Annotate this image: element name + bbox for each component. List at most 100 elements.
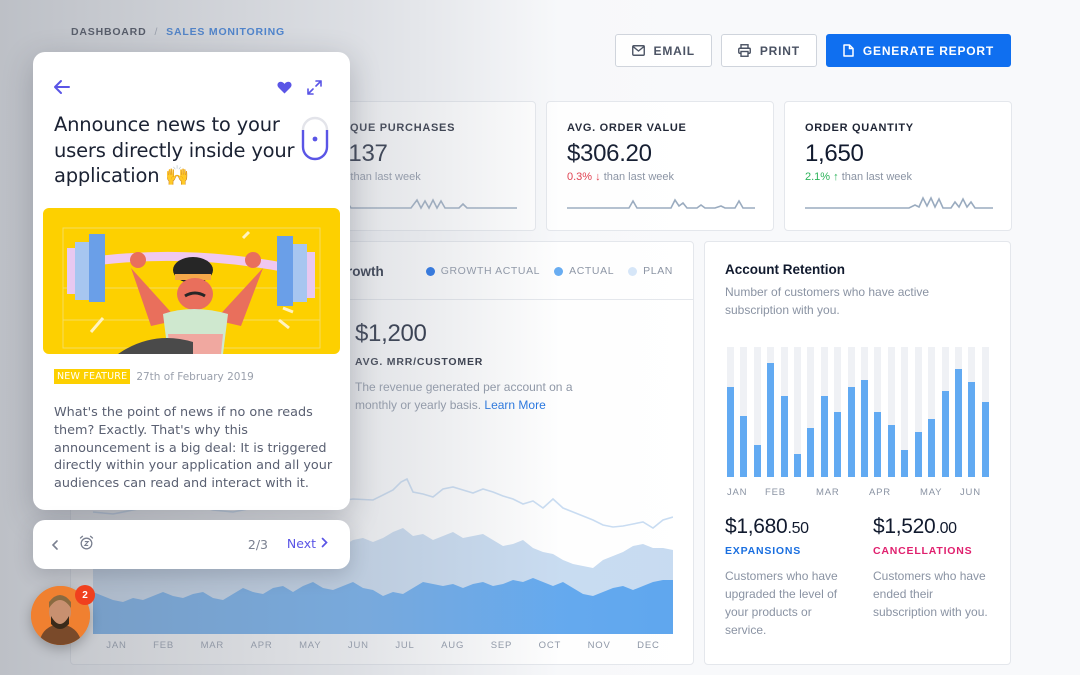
- stat-change-percent: 2.1%: [805, 171, 831, 183]
- retention-bar[interactable]: [807, 347, 815, 477]
- next-button-label: Next: [286, 536, 316, 551]
- axis-label: MAY: [299, 640, 322, 651]
- legend-dot-icon: [554, 266, 564, 276]
- next-button[interactable]: Next: [287, 536, 328, 551]
- document-icon: [843, 44, 854, 57]
- stat-change: % ↓ than last week: [329, 171, 515, 183]
- axis-label: SEP: [490, 640, 513, 651]
- stat-change-suffix: than last week: [350, 171, 421, 183]
- growth-card-title: rowth: [347, 264, 384, 279]
- email-button[interactable]: EMAIL: [614, 34, 712, 67]
- retention-stats: $1,680.50 EXPANSIONS Customers who have …: [725, 515, 1021, 639]
- sparkline-chart: [805, 196, 993, 209]
- retention-bar[interactable]: [820, 347, 828, 477]
- retention-bar[interactable]: [780, 347, 788, 477]
- retention-bar[interactable]: [901, 347, 909, 477]
- retention-bar-chart: [727, 347, 989, 477]
- news-title: Announce news to your users directly ins…: [54, 113, 295, 187]
- generate-report-label: GENERATE REPORT: [862, 43, 994, 58]
- stat-card-avg-order-value: AVG. ORDER VALUE $306.20 0.3% ↓ than las…: [546, 101, 774, 231]
- weightlifter-illustration: [43, 208, 340, 354]
- retention-bar-fill: [874, 412, 882, 477]
- retention-bar-fill: [847, 387, 855, 477]
- axis-label: APR: [869, 487, 891, 498]
- axis-label: APR: [250, 640, 273, 651]
- mrr-value: $1,200: [355, 320, 427, 347]
- breadcrumb-dashboard-link[interactable]: DASHBOARD: [71, 26, 147, 38]
- retention-bar[interactable]: [887, 347, 895, 477]
- generate-report-button[interactable]: GENERATE REPORT: [825, 34, 1011, 67]
- retention-bar-fill: [794, 453, 802, 477]
- retention-bar[interactable]: [834, 347, 842, 477]
- retention-bar-fill: [981, 401, 989, 477]
- retention-bar-fill: [740, 415, 748, 477]
- legend-label: GROWTH ACTUAL: [440, 265, 541, 277]
- news-panel-header: [33, 52, 350, 107]
- expansions-stat: $1,680.50 EXPANSIONS Customers who have …: [725, 515, 873, 639]
- retention-bar[interactable]: [727, 347, 734, 477]
- stat-value: $306.20: [567, 140, 652, 167]
- retention-bar[interactable]: [847, 347, 855, 477]
- legend-dot-icon: [425, 266, 435, 276]
- retention-bar[interactable]: [740, 347, 748, 477]
- retention-bar[interactable]: [941, 347, 949, 477]
- retention-bar[interactable]: [928, 347, 936, 477]
- retention-description: Number of customers who have active subs…: [725, 285, 930, 317]
- axis-label: NOV: [587, 640, 611, 651]
- chart-legend: GROWTH ACTUAL ACTUAL PLAN: [425, 265, 673, 277]
- snooze-alarm-icon[interactable]: [79, 535, 94, 554]
- chevron-left-icon[interactable]: [51, 536, 59, 555]
- cancellations-stat: $1,520.00 CANCELLATIONS Customers who ha…: [873, 515, 1021, 639]
- toolbar: EMAIL PRINT GENERATE REPORT: [614, 34, 1011, 67]
- breadcrumb: DASHBOARD / SALES MONITORING: [71, 26, 285, 38]
- axis-label: JUN: [347, 640, 369, 651]
- retention-bar[interactable]: [954, 347, 962, 477]
- legend-item-plan[interactable]: PLAN: [628, 265, 673, 277]
- heart-icon[interactable]: [277, 81, 292, 94]
- breadcrumb-current[interactable]: SALES MONITORING: [166, 26, 285, 38]
- stat-change-suffix: than last week: [841, 171, 913, 183]
- back-arrow-icon[interactable]: [53, 79, 71, 95]
- expansions-label: EXPANSIONS: [725, 545, 802, 557]
- chevron-right-icon: [321, 536, 328, 551]
- print-button-label: PRINT: [759, 43, 800, 58]
- legend-label: ACTUAL: [569, 265, 615, 277]
- cancellations-description: Customers who have ended their subscript…: [873, 569, 988, 619]
- axis-label: JUL: [395, 640, 415, 651]
- retention-bar[interactable]: [914, 347, 922, 477]
- retention-title: Account Retention: [725, 262, 845, 277]
- sparkline-chart: [567, 198, 755, 209]
- retention-bar[interactable]: [874, 347, 882, 477]
- arrow-up-icon: ↑: [833, 171, 839, 183]
- retention-bar[interactable]: [981, 347, 989, 477]
- retention-bar[interactable]: [968, 347, 976, 477]
- stat-value: 1,650: [805, 140, 864, 167]
- axis-label: JAN: [106, 640, 127, 651]
- expand-icon[interactable]: [307, 80, 322, 95]
- retention-bar-fill: [767, 362, 775, 477]
- expansions-description: Customers who have upgraded the level of…: [725, 569, 838, 637]
- retention-month-axis: JAN FEB MAR APR MAY JUN: [727, 487, 989, 499]
- stat-value: 3,137: [329, 140, 388, 167]
- retention-bar[interactable]: [767, 347, 775, 477]
- stat-label: UNIQUE PURCHASES: [329, 122, 456, 134]
- learn-more-link[interactable]: Learn More: [484, 398, 546, 412]
- mail-icon: [631, 45, 645, 56]
- retention-bar-fill: [834, 412, 842, 477]
- printer-icon: [737, 44, 751, 57]
- mrr-description: The revenue generated per account on a m…: [355, 378, 615, 414]
- axis-label: FEB: [153, 640, 175, 651]
- legend-item-actual[interactable]: ACTUAL: [554, 265, 614, 277]
- retention-bar-fill: [954, 369, 962, 477]
- retention-bar[interactable]: [794, 347, 802, 477]
- cancellations-value: $1,520.00: [873, 515, 957, 538]
- legend-item-growth-actual[interactable]: GROWTH ACTUAL: [425, 265, 541, 277]
- news-body: What's the point of news if no one reads…: [54, 405, 333, 492]
- retention-bar-fill: [968, 382, 976, 477]
- sparkline-chart: [329, 198, 517, 210]
- retention-bar[interactable]: [753, 347, 761, 477]
- retention-bar-fill: [901, 449, 909, 477]
- notification-count-badge: 2: [75, 585, 95, 605]
- print-button[interactable]: PRINT: [720, 34, 817, 67]
- retention-bar[interactable]: [861, 347, 869, 477]
